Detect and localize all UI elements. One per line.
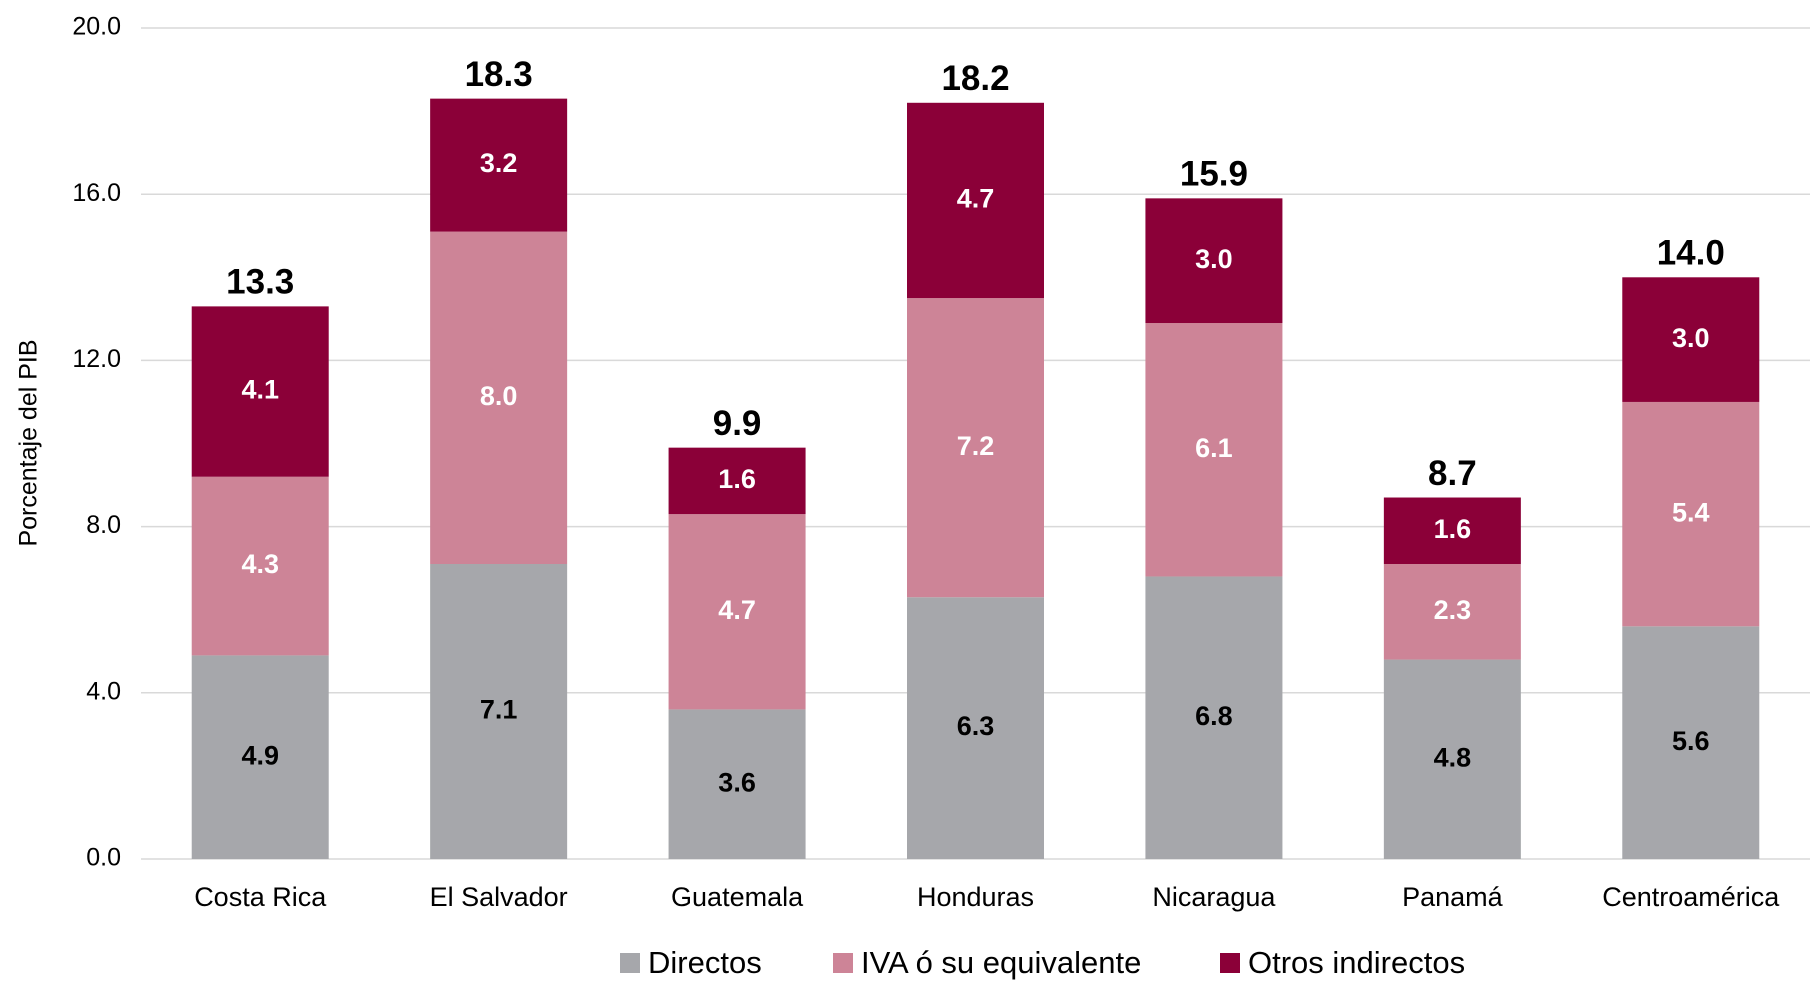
bar-segment [191, 306, 329, 477]
bar-segment [1622, 277, 1760, 402]
bar-segment [668, 709, 806, 859]
legend-swatch [1220, 953, 1240, 973]
data-label: 1.6 [1434, 514, 1472, 544]
data-label: 6.8 [1195, 701, 1233, 731]
y-tick-label: 16.0 [72, 179, 121, 207]
data-label: 4.7 [718, 595, 756, 625]
y-tick-label: 4.0 [86, 677, 121, 705]
bar-segment [1383, 659, 1521, 859]
bar-segment [1145, 323, 1283, 577]
data-label: 7.2 [957, 431, 995, 461]
data-label: 8.0 [480, 381, 518, 411]
y-tick-label: 20.0 [72, 13, 121, 41]
bar-segment [668, 514, 806, 710]
total-label: 18.2 [941, 59, 1009, 98]
bar-segment [430, 98, 568, 232]
data-label: 5.4 [1672, 497, 1710, 527]
data-label: 2.3 [1434, 595, 1472, 625]
x-tick-label: Nicaragua [1152, 882, 1276, 912]
legend-swatch [620, 953, 640, 973]
y-tick-label: 8.0 [86, 511, 121, 539]
data-label: 3.0 [1195, 244, 1233, 274]
bar-segment [907, 102, 1044, 299]
total-label: 9.9 [713, 404, 762, 443]
data-label: 4.8 [1434, 742, 1472, 772]
bar-segment [668, 447, 806, 515]
y-tick-label: 0.0 [86, 844, 121, 872]
bar-segment [907, 298, 1044, 598]
data-label: 3.2 [480, 148, 518, 178]
total-label: 8.7 [1428, 454, 1477, 493]
bar-segment [1145, 576, 1283, 859]
x-tick-label: Guatemala [671, 882, 804, 912]
data-label: 7.1 [480, 695, 518, 725]
total-label: 13.3 [226, 263, 294, 302]
legend-swatch [833, 953, 853, 973]
y-tick-label: 12.0 [72, 345, 121, 373]
data-label: 6.3 [957, 711, 995, 741]
total-label: 14.0 [1657, 234, 1725, 273]
y-axis-title: Porcentaje del PIB [15, 339, 43, 546]
bar-segment [430, 231, 568, 564]
data-label: 5.6 [1672, 726, 1710, 756]
x-tick-label: Panamá [1402, 882, 1504, 912]
data-label: 1.6 [718, 464, 756, 494]
legend-label: Otros indirectos [1248, 945, 1465, 980]
bar-segment [907, 597, 1044, 859]
legend-label: IVA ó su equivalente [861, 945, 1141, 980]
data-label: 4.7 [957, 184, 995, 214]
bar-segment [191, 476, 329, 656]
x-tick-label: Centroamérica [1602, 882, 1780, 912]
data-label: 4.3 [241, 549, 279, 579]
bar-segment [430, 563, 568, 859]
legend-label: Directos [648, 945, 762, 980]
bar-segment [1145, 198, 1283, 324]
data-label: 4.9 [241, 740, 279, 770]
data-label: 4.1 [241, 375, 279, 405]
data-label: 3.6 [718, 767, 756, 797]
data-label: 6.1 [1195, 433, 1233, 463]
bar-segment [1383, 563, 1521, 660]
x-tick-label: Honduras [917, 882, 1034, 912]
x-tick-label: Costa Rica [194, 882, 327, 912]
x-tick-label: El Salvador [430, 882, 568, 912]
data-label: 3.0 [1672, 323, 1710, 353]
bar-segment [191, 655, 329, 859]
bar-segment [1622, 626, 1760, 859]
total-label: 18.3 [465, 55, 533, 94]
bar-segment [1622, 401, 1760, 627]
bar-segment [1383, 497, 1521, 564]
total-label: 15.9 [1180, 155, 1248, 194]
